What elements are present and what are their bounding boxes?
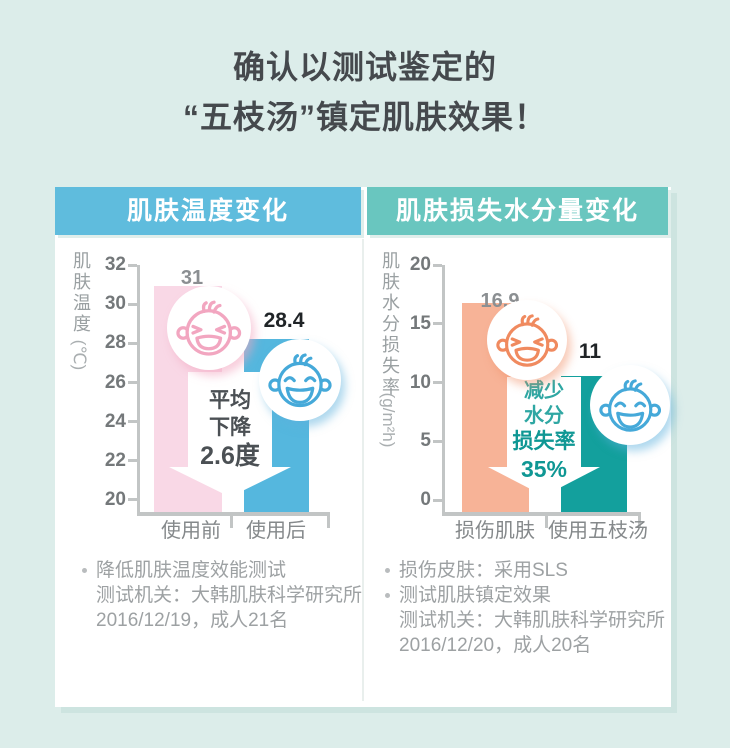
arrow-annotation: 减少 水分 损失率 35% bbox=[512, 380, 576, 482]
note-item: 测试肌肤镇定效果 bbox=[385, 583, 685, 608]
y-tick-label: 22 bbox=[104, 450, 126, 471]
y-tick-label: 24 bbox=[104, 411, 126, 432]
panel-header-moisture: 肌肤损失水分量变化 bbox=[367, 187, 668, 235]
note-item: 损伤皮肤：采用SLS bbox=[385, 558, 685, 583]
bullet-dot bbox=[82, 568, 87, 573]
title-line-1: 确认以测试鉴定的 bbox=[232, 49, 497, 85]
arrow-shaft bbox=[507, 377, 581, 468]
arrow-shaft bbox=[188, 372, 272, 468]
y-tick bbox=[433, 440, 442, 443]
x-axis-line bbox=[442, 512, 641, 516]
y-tick-label: 30 bbox=[104, 293, 126, 314]
y-axis-line bbox=[442, 265, 445, 516]
y-tick-label: 32 bbox=[104, 254, 126, 275]
y-tick-label: 0 bbox=[420, 489, 431, 510]
y-axis-line bbox=[137, 265, 140, 516]
results-card: 肌肤温度变化 肌肤损失水分量变化 肌肤温度 (℃) 32 30 28 26 24… bbox=[55, 187, 671, 707]
note-item: 降低肌肤温度效能测试 bbox=[82, 558, 382, 583]
x-axis-line bbox=[137, 512, 330, 516]
note-item: 测试机关：大韩肌肤科学研究所 bbox=[399, 610, 666, 631]
angry-baby-icon bbox=[167, 286, 251, 370]
note-item: 2016/12/20，成人20名 bbox=[399, 635, 592, 656]
y-tick bbox=[433, 381, 442, 384]
value-label-treated: 11 bbox=[578, 340, 602, 363]
test-notes-moisture: 损伤皮肤：采用SLS 测试肌肤镇定效果 测试机关：大韩肌肤科学研究所 2016/… bbox=[385, 558, 685, 658]
happy-baby-icon bbox=[259, 339, 341, 421]
x-axis-tick bbox=[638, 516, 641, 528]
y-tick bbox=[433, 499, 442, 502]
title-line-2: “五枝汤”镇定肌肤效果！ bbox=[182, 99, 547, 135]
main-title: 确认以测试鉴定的 “五枝汤”镇定肌肤效果！ bbox=[0, 42, 730, 142]
arrow-annotation: 平均 下降 2.6度 bbox=[200, 389, 260, 470]
y-tick-label: 5 bbox=[420, 430, 431, 451]
y-tick-label: 10 bbox=[409, 372, 431, 393]
y-tick bbox=[128, 381, 137, 384]
x-axis-tick bbox=[545, 516, 548, 528]
test-notes-temperature: 降低肌肤温度效能测试 测试机关：大韩肌肤科学研究所 2016/12/19，成人2… bbox=[82, 558, 382, 633]
y-tick-label: 20 bbox=[104, 489, 126, 510]
value-label-before: 31 bbox=[180, 267, 204, 289]
y-tick-label: 20 bbox=[409, 254, 431, 275]
happy-baby-icon bbox=[590, 365, 670, 445]
x-category-label: 使用后 bbox=[246, 520, 306, 542]
y-tick bbox=[128, 420, 137, 423]
y-tick bbox=[128, 498, 137, 501]
y-tick bbox=[433, 322, 442, 325]
y-tick-label: 28 bbox=[104, 332, 126, 353]
y-tick bbox=[128, 303, 137, 306]
y-tick-label: 26 bbox=[104, 372, 126, 393]
arrow-head bbox=[488, 467, 600, 496]
panel-header-temperature: 肌肤温度变化 bbox=[55, 187, 361, 235]
arrow-head bbox=[169, 467, 291, 497]
y-tick-label: 15 bbox=[409, 313, 431, 334]
y-axis-title: 肌肤水分损失率 bbox=[380, 251, 400, 398]
x-axis-tick bbox=[230, 516, 233, 528]
angry-baby-icon bbox=[487, 300, 567, 380]
bullet-dot bbox=[385, 568, 390, 573]
note-item: 2016/12/19，成人21名 bbox=[96, 610, 289, 631]
x-category-label: 使用前 bbox=[161, 520, 221, 542]
y-tick bbox=[128, 264, 137, 267]
x-category-label: 使用五枝汤 bbox=[548, 520, 648, 542]
y-tick bbox=[433, 264, 442, 267]
y-tick bbox=[128, 459, 137, 462]
bullet-dot bbox=[385, 593, 390, 598]
panel-divider bbox=[362, 239, 364, 701]
x-axis-tick bbox=[327, 516, 330, 528]
y-axis-title: 肌肤温度 bbox=[71, 251, 91, 335]
value-label-after: 28.4 bbox=[263, 309, 305, 332]
x-category-label: 损伤肌肤 bbox=[455, 520, 535, 542]
note-item: 测试机关：大韩肌肤科学研究所 bbox=[96, 585, 363, 606]
y-tick bbox=[128, 342, 137, 345]
